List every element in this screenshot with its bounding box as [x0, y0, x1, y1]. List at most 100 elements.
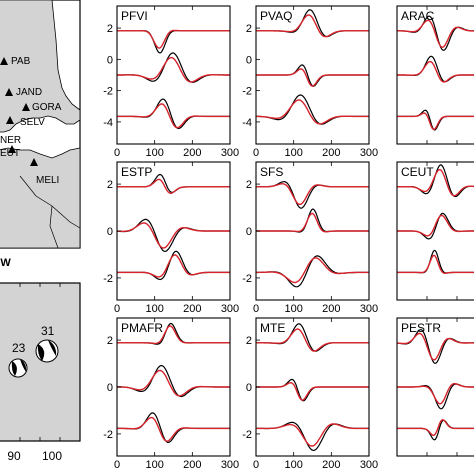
x-tick-label: 200 [322, 147, 340, 159]
observed-trace [117, 412, 230, 443]
waveform-panel: MTE 0 100 200 300 2 0 -2 [242, 317, 378, 471]
iberia-land [0, 0, 81, 133]
panel-frame [396, 161, 474, 301]
station-name: ESTP [121, 165, 152, 179]
synthetic-trace [256, 328, 369, 352]
x-tick-label: 100 [284, 303, 302, 315]
y-tick-label: -2 [242, 429, 252, 441]
synthetic-trace [117, 56, 230, 83]
y-tick-label: 2 [246, 335, 252, 347]
y-tick-label: -4 [103, 117, 113, 129]
station-name: SFS [260, 165, 283, 179]
observed-trace [117, 30, 230, 54]
x-tick-label: 300 [221, 303, 239, 315]
x-tick-label: 200 [183, 147, 201, 159]
station-name: CEUT [401, 165, 434, 179]
waveform-panel: PFVI 0 100 200 300 2 0 -2 -4 [103, 5, 239, 159]
synthetic-trace [397, 214, 474, 237]
y-tick-label: 2 [107, 335, 113, 347]
station-marker: MELI [30, 158, 59, 186]
station-marker: GORA [22, 102, 62, 113]
y-tick-label: -2 [103, 273, 113, 285]
synthetic-trace [256, 14, 369, 38]
station-label: EUT [0, 148, 20, 159]
x-tick-label: 0 [253, 459, 259, 471]
synthetic-trace [397, 19, 474, 48]
observed-trace [117, 52, 230, 83]
synthetic-trace [256, 182, 369, 206]
synthetic-trace [256, 99, 369, 125]
synthetic-trace [397, 112, 474, 131]
station-marker: SELV [6, 116, 45, 128]
observed-trace [256, 94, 369, 125]
panel-frame [116, 5, 231, 145]
x-tick-label: 90 [7, 449, 21, 463]
synthetic-trace [117, 369, 230, 397]
trace-group [256, 180, 369, 288]
panel-frame [396, 5, 474, 145]
y-tick-label: -2 [103, 86, 113, 98]
y-tick-label: -4 [242, 117, 252, 129]
synthetic-trace [256, 257, 369, 284]
waveform-panel: ESTP 0 100 200 300 2 0 -2 [103, 161, 239, 315]
synthetic-trace [397, 168, 474, 197]
x-tick-label: 0 [114, 459, 120, 471]
x-tick-label: 200 [183, 303, 201, 315]
trace-group [117, 29, 230, 130]
y-tick-label: 0 [107, 382, 113, 394]
x-tick-label: 100 [145, 303, 163, 315]
x-tick-label: 0 [253, 303, 259, 315]
x-tick-label: 100 [284, 459, 302, 471]
observed-trace [256, 255, 369, 288]
trace-group [117, 322, 230, 443]
station-marker: JAND [5, 87, 42, 98]
x-tick-label: 200 [183, 459, 201, 471]
station-label: PAB [11, 56, 31, 67]
trace-group [256, 323, 369, 452]
waveform-panel: ARAC [396, 5, 474, 145]
x-tick-label: 0 [114, 147, 120, 159]
y-tick-label: 0 [107, 54, 113, 66]
station-name: PESTR [401, 321, 441, 335]
trace-group [256, 9, 369, 125]
x-tick-label: 0 [253, 147, 259, 159]
y-tick-label: -2 [103, 429, 113, 441]
synthetic-trace [397, 254, 474, 275]
y-tick-label: 2 [246, 179, 252, 191]
synthetic-trace [256, 423, 369, 447]
synthetic-trace [397, 382, 474, 405]
station-name: MTE [260, 321, 285, 335]
y-tick-label: 2 [107, 179, 113, 191]
station-label: MELI [36, 175, 59, 186]
x-tick-label: 100 [284, 147, 302, 159]
synthetic-trace [117, 103, 230, 129]
observed-trace [256, 208, 369, 233]
synthetic-trace [397, 60, 474, 83]
waveform-panel: PVAQ 0 100 200 300 2 0 -2 -4 [242, 5, 378, 159]
mechanism-panel: 23 31 90 100 [0, 282, 81, 463]
x-tick-label: 0 [114, 303, 120, 315]
x-tick-label: 200 [322, 303, 340, 315]
synthetic-trace [117, 254, 230, 278]
station-marker: PAB [0, 56, 31, 67]
y-tick-label: 0 [107, 226, 113, 238]
synthetic-trace [397, 332, 474, 361]
panel-frame [255, 5, 370, 145]
beachball-31: 31 [35, 324, 59, 363]
trace-group [117, 173, 230, 281]
x-tick-label: 300 [360, 303, 378, 315]
y-tick-label: 2 [107, 23, 113, 35]
trace-group [397, 329, 474, 441]
station-triangle-icon [5, 88, 13, 96]
station-name: PMAFR [121, 321, 163, 335]
synthetic-trace [256, 212, 369, 233]
station-label: SELV [20, 117, 45, 128]
panel-frame [396, 317, 474, 457]
longitude-label: °W [0, 257, 11, 269]
observed-trace [397, 419, 474, 441]
x-tick-label: 300 [360, 459, 378, 471]
border-line [49, 205, 59, 249]
x-tick-label: 100 [145, 459, 163, 471]
